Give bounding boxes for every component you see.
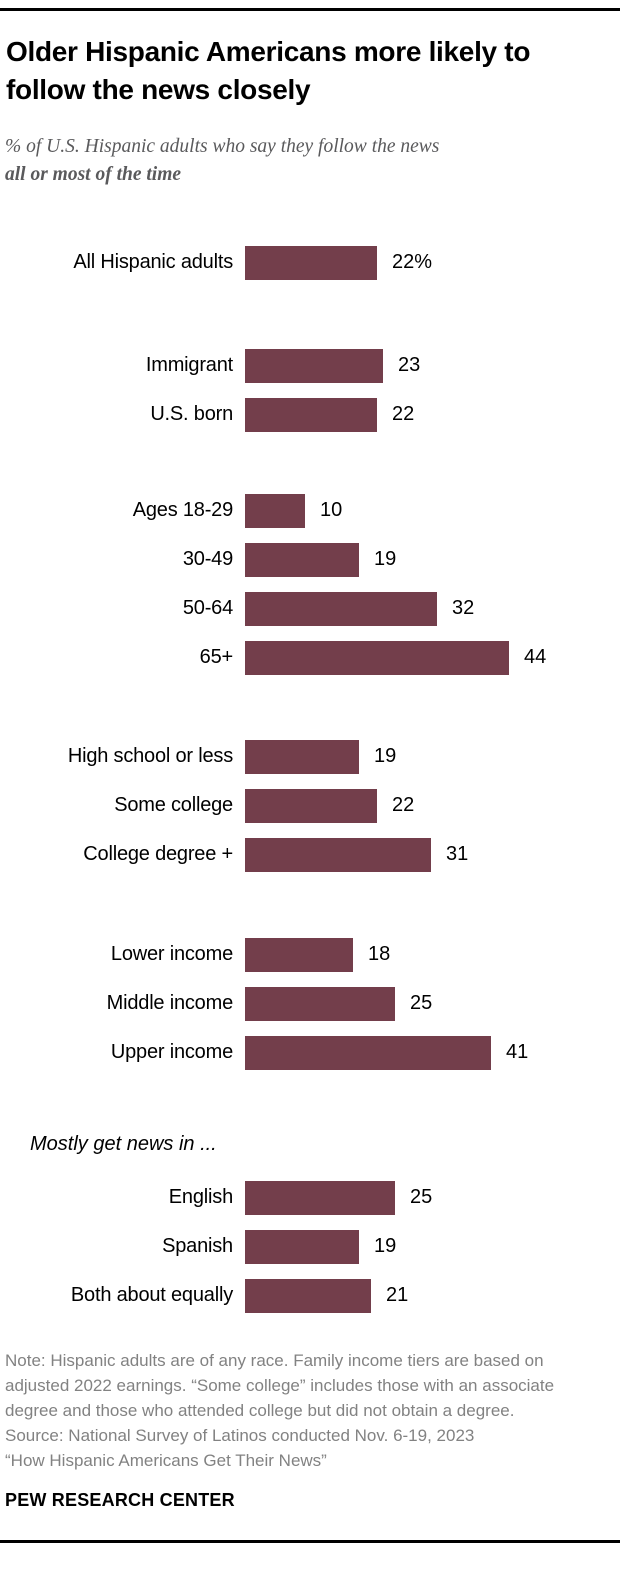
bar-row: Both about equally 21 — [0, 1271, 620, 1320]
page-title: Older Hispanic Americans more likely to … — [6, 36, 531, 105]
category-label: All Hispanic adults — [73, 251, 233, 273]
chart-group-education: High school or less 19 Some college 22 Colle… — [0, 732, 620, 879]
chart-subtitle: % of U.S. Hispanic adults who say they f… — [5, 133, 620, 189]
value-bar — [245, 1035, 491, 1070]
bar-row: U.S. born 22 — [0, 390, 620, 439]
value-label: 22 — [392, 794, 415, 816]
value-label: 19 — [374, 745, 397, 767]
value-bar — [245, 542, 359, 577]
chart-group-nativity: Immigrant 23 U.S. born 22 — [0, 341, 620, 439]
value-label: 32 — [452, 597, 475, 619]
section-heading: Mostly get news in ... — [30, 1133, 217, 1155]
value-label: 18 — [368, 943, 391, 965]
category-label: Both about equally — [70, 1284, 233, 1306]
category-label: Spanish — [162, 1235, 233, 1257]
top-rule — [0, 8, 620, 11]
category-label: U.S. born — [150, 403, 233, 425]
bottom-rule — [0, 1540, 620, 1543]
brand-wordmark: PEW RESEARCH CENTER — [5, 1490, 235, 1510]
value-label: 25 — [410, 1186, 433, 1208]
source-text: Source: National Survey of Latinos condu… — [5, 1426, 475, 1445]
bar-row: Spanish 19 — [0, 1222, 620, 1271]
value-bar — [245, 837, 431, 872]
value-bar — [245, 739, 359, 774]
bar-row: 50-64 32 — [0, 584, 620, 633]
bar-row: College degree + 31 — [0, 830, 620, 879]
chart-group-news-language: English 25 Spanish 19 Both about equally 21 — [0, 1173, 620, 1320]
chart-subtitle-emphasis: all or most of the time — [5, 164, 182, 185]
chart-subtitle-regular: % of U.S. Hispanic adults who say they f… — [5, 136, 440, 157]
value-label: 22 — [392, 403, 415, 425]
value-label: 19 — [374, 1235, 397, 1257]
value-label: 41 — [506, 1041, 529, 1063]
bar-row: 30-49 19 — [0, 535, 620, 584]
value-bar — [245, 1180, 395, 1215]
value-bar — [245, 937, 353, 972]
value-label: 22% — [392, 251, 433, 273]
category-label: 50-64 — [182, 597, 233, 619]
value-label: 21 — [386, 1284, 409, 1306]
category-label: English — [168, 1186, 233, 1208]
bar-row: High school or less 19 — [0, 732, 620, 781]
value-bar — [245, 591, 437, 626]
value-label: 19 — [374, 548, 397, 570]
category-label: Lower income — [110, 943, 233, 965]
bar-row: 65+ 44 — [0, 633, 620, 682]
category-label: High school or less — [67, 745, 233, 767]
bar-row: English 25 — [0, 1173, 620, 1222]
category-label: Upper income — [110, 1041, 233, 1063]
category-label: Some college — [114, 794, 233, 816]
value-bar — [245, 348, 383, 383]
report-title: “How Hispanic Americans Get Their News” — [5, 1451, 327, 1470]
category-label: Middle income — [106, 992, 234, 1014]
value-label: 10 — [320, 499, 343, 521]
value-bar — [245, 788, 377, 823]
chart-group-age: Ages 18-29 10 30-49 19 50-64 32 65+ 44 — [0, 486, 620, 682]
bar-chart: All Hispanic adults 22% Immigrant 23 U.S. bo… — [0, 238, 620, 1320]
chart-footnotes: Note: Hispanic adults are of any race. F… — [5, 1348, 571, 1473]
bar-row: Upper income 41 — [0, 1028, 620, 1077]
value-bar — [245, 397, 377, 432]
category-label: Immigrant — [145, 354, 233, 376]
value-bar — [245, 1278, 371, 1313]
value-bar — [245, 640, 509, 675]
value-bar — [245, 986, 395, 1021]
category-label: Ages 18-29 — [132, 499, 233, 521]
value-label: 31 — [446, 843, 469, 865]
value-label: 23 — [398, 354, 421, 376]
category-label: 30-49 — [182, 548, 233, 570]
note-text: Note: Hispanic adults are of any race. F… — [5, 1351, 555, 1420]
value-bar — [245, 493, 305, 528]
value-bar — [245, 245, 377, 280]
chart-group-total: All Hispanic adults 22% — [0, 238, 620, 287]
value-bar — [245, 1229, 359, 1264]
value-label: 25 — [410, 992, 433, 1014]
bar-row: Immigrant 23 — [0, 341, 620, 390]
chart-group-income: Lower income 18 Middle income 25 Upper incom… — [0, 930, 620, 1077]
category-label: 65+ — [199, 646, 234, 668]
value-label: 44 — [524, 646, 547, 668]
bar-row: Middle income 25 — [0, 979, 620, 1028]
bar-row: All Hispanic adults 22% — [0, 238, 620, 287]
bar-row: Ages 18-29 10 — [0, 486, 620, 535]
bar-row: Lower income 18 — [0, 930, 620, 979]
category-label: College degree + — [83, 843, 233, 865]
bar-row: Some college 22 — [0, 781, 620, 830]
